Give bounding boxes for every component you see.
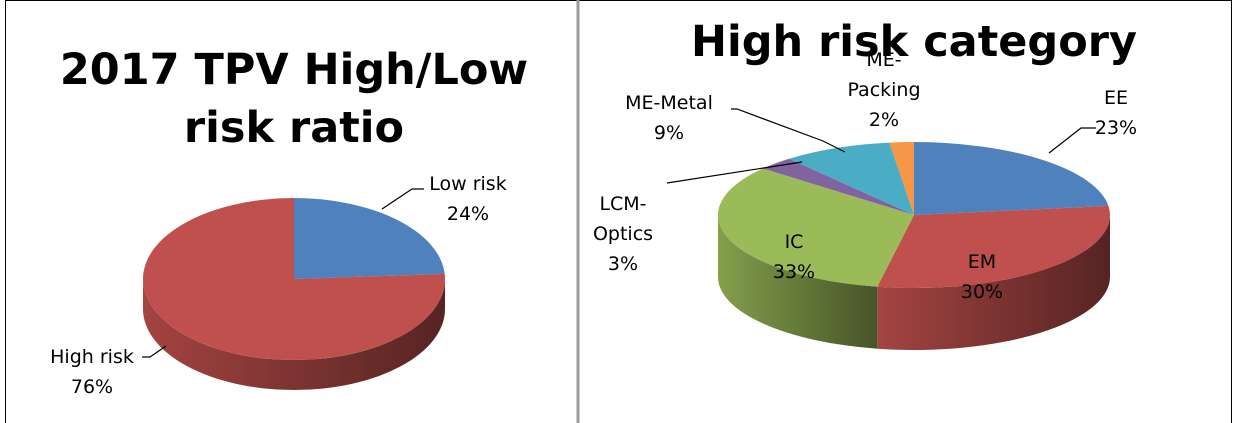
leader-line-low-risk	[381, 188, 424, 210]
data-label-ee: EE 23%	[1048, 87, 1137, 154]
data-label-ic: IC 33%	[773, 231, 815, 283]
data-label-em: EM 30%	[961, 251, 1003, 303]
label-low-risk: Low risk	[429, 173, 506, 195]
percent-me-metal: 9%	[654, 122, 684, 144]
pie-side-em	[877, 215, 1110, 350]
pie-slice-me-packing	[889, 142, 914, 215]
table-borders	[5, 0, 1232, 423]
pie-slice-high-risk	[142, 198, 445, 360]
percent-high-risk: 76%	[71, 376, 113, 398]
leader-line-ee	[1048, 127, 1096, 154]
label-ic: IC	[785, 231, 804, 253]
chart2-pie: EE23%EM30%IC33%LCM-Optics3%ME-Metal9%ME-…	[593, 49, 1137, 350]
percent-ee: 23%	[1095, 117, 1137, 139]
percent-lcm-optics: 3%	[608, 253, 638, 275]
pie-slice-ee	[914, 142, 1109, 215]
data-label-me-metal: ME-Metal 9%	[625, 92, 846, 153]
pie-side-ic	[718, 215, 878, 349]
chart1-pie: Low risk 24% High risk 76%	[50, 173, 507, 398]
pie-slice-lcm-optics	[762, 158, 914, 215]
label-lcm-optics: Optics	[593, 223, 653, 245]
percent-me-packing: 2%	[869, 109, 899, 131]
pie-slice-me-metal	[789, 142, 914, 215]
percent-ic: 33%	[773, 261, 815, 283]
chart-risk-ratio: 2017 TPV High/Low risk ratio Low risk 24%…	[50, 45, 528, 398]
chart2-title: High risk category	[691, 17, 1137, 67]
data-label-lcm-optics: LCM- Optics 3%	[593, 161, 803, 275]
label-high-risk: High risk	[50, 346, 134, 368]
label-ee: EE	[1104, 87, 1128, 109]
data-label-me-packing: ME- Packing 2%	[847, 49, 920, 131]
pie-slice-ic	[718, 168, 914, 287]
leader-line-me-metal	[731, 108, 846, 153]
data-label-low-risk: Low risk 24%	[381, 173, 507, 225]
chart1-title-line2: risk ratio	[184, 103, 404, 153]
label-lcm-optics: LCM-	[599, 193, 646, 215]
percent-low-risk: 24%	[447, 203, 489, 225]
pie-slice-em	[877, 205, 1110, 289]
label-em: EM	[968, 251, 996, 273]
leader-line-high-risk	[142, 345, 167, 358]
chart-high-risk-category: High risk category EE 23% EM 30% IC 33% LCM- Op…	[593, 17, 1137, 350]
label-me-packing: ME-	[866, 49, 901, 71]
percent-em: 30%	[961, 281, 1003, 303]
label-me-metal: ME-Metal	[625, 92, 713, 114]
pie-slice-low-risk	[294, 198, 445, 279]
label-me-packing: Packing	[847, 79, 920, 101]
chart1-title-line1: 2017 TPV High/Low	[60, 45, 528, 95]
data-label-high-risk: High risk 76%	[50, 345, 167, 398]
leader-line-lcm-optics	[666, 161, 803, 184]
pie-side-high-risk	[143, 279, 445, 390]
